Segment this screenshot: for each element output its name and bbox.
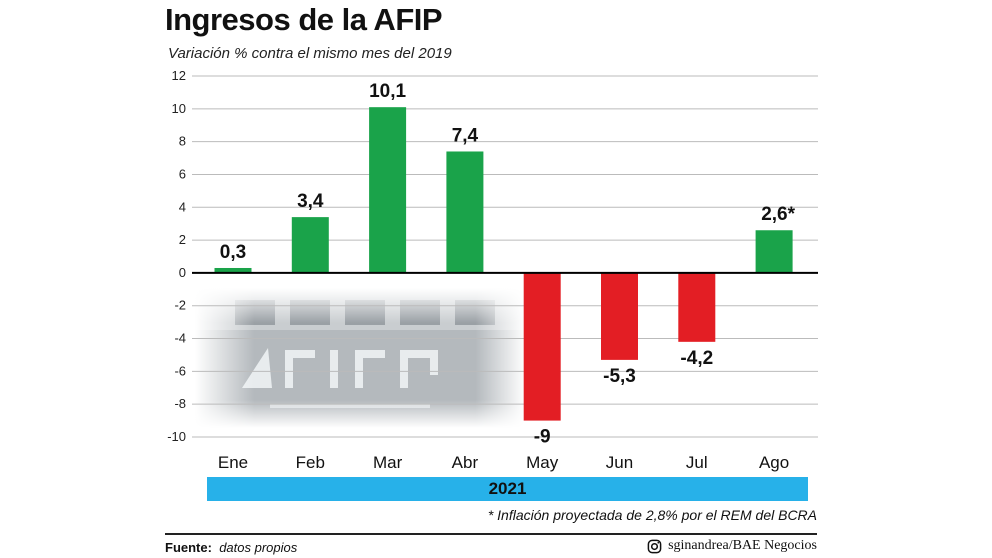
bar-ago [755,230,793,273]
data-label: -9 [534,427,551,448]
source-label: Fuente: [165,540,212,555]
x-category-label: Mar [373,453,403,472]
y-tick-label: -8 [174,396,186,411]
bar-ene [214,267,252,273]
y-tick-label: -4 [174,331,186,346]
x-axis-categories: Ene Feb Mar Abr May Jun Jul Ago [218,453,789,472]
x-category-label: Abr [452,453,479,472]
y-tick-label: 0 [179,265,186,280]
bar-abr [446,151,484,273]
x-category-label: Ene [218,453,248,472]
y-tick-label: 8 [179,134,186,149]
x-category-label: Jun [606,453,633,472]
y-tick-label: -10 [167,429,186,444]
y-tick-label: 10 [172,101,186,116]
year-band: 2021 [207,477,808,501]
y-tick-label: 2 [179,232,186,247]
y-tick-label: 6 [179,166,186,181]
chart-title: Ingresos de la AFIP [165,2,443,37]
data-label: -5,3 [603,366,636,387]
y-tick-label: -6 [174,363,186,378]
footnote: * Inflación proyectada de 2,8% por el RE… [487,507,817,523]
bar-chart: 12 10 8 6 4 2 0 -2 -4 -6 -8 -10 0,3 3,4 10,1 7,4 -9 -5,3… [167,68,818,472]
data-label: 2,6* [761,204,795,225]
source-text: datos propios [219,540,298,555]
bar-jun [601,272,638,360]
y-tick-label: 12 [172,68,186,83]
y-tick-label: -2 [174,298,186,313]
chart-subtitle: Variación % contra el mismo mes del 2019 [168,45,452,62]
y-axis-ticks: 12 10 8 6 4 2 0 -2 -4 -6 -8 -10 [167,68,186,444]
x-category-label: Jul [686,453,708,472]
bar-jul [678,272,716,342]
bar-mar [369,107,407,273]
credit-text: sginandrea/BAE Negocios [668,538,817,553]
bar-may [523,272,561,421]
x-category-label: Feb [296,453,325,472]
data-label: 0,3 [220,242,246,263]
data-label: 3,4 [297,191,324,212]
afip-building-background [195,288,525,428]
data-label: 10,1 [369,81,406,102]
y-tick-label: 4 [179,199,186,214]
bar-feb [291,217,329,273]
data-label: 7,4 [452,125,479,146]
x-category-label: May [526,453,559,472]
credit: sginandrea/BAE Negocios [647,538,817,554]
x-category-label: Ago [759,453,789,472]
data-label: -4,2 [680,348,713,369]
data-labels: 0,3 3,4 10,1 7,4 -9 -5,3 -4,2 2,6* [220,81,796,447]
footer-divider [165,533,817,535]
bars [214,107,793,421]
source: Fuente: datos propios [165,540,297,555]
instagram-icon [647,539,662,553]
